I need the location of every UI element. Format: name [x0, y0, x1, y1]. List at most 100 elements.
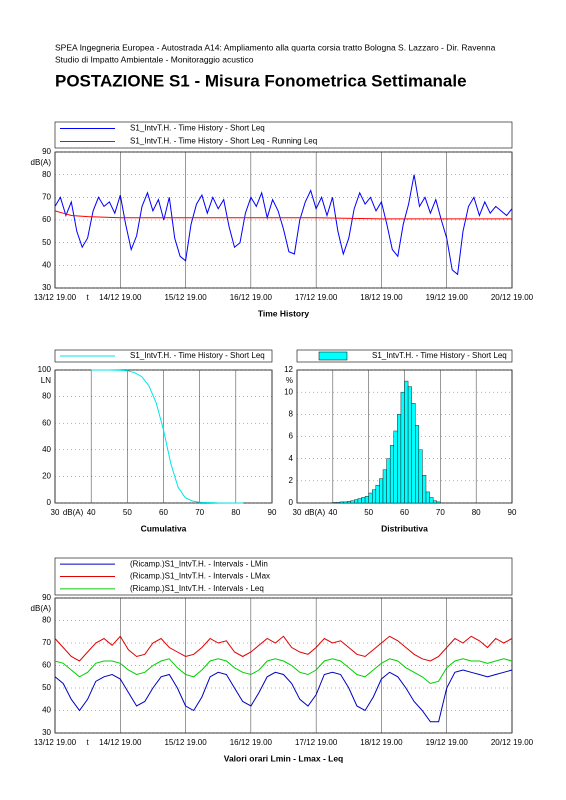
x-tick-label: 16/12 19.00 [230, 738, 273, 747]
x-tick-label: 17/12 19.00 [295, 738, 338, 747]
histogram-bar [382, 469, 387, 504]
legend-label: (Ricamp.)S1_IntvT.H. - Intervals - Leq [130, 584, 264, 593]
histogram-bar [379, 478, 384, 504]
x-tick-label: 17/12 19.00 [295, 293, 338, 302]
x-tick-label: 40 [328, 508, 337, 517]
x-tick-label: 90 [508, 508, 517, 517]
x-tick-label: 18/12 19.00 [360, 293, 403, 302]
legend-label: S1_IntvT.H. - Time History - Short Leq [372, 351, 507, 360]
histogram-bar [350, 500, 355, 504]
page-title: POSTAZIONE S1 - Misura Fonometrica Setti… [55, 71, 467, 90]
histogram-bar [422, 475, 427, 504]
y-tick-label: 30 [42, 728, 51, 737]
x-axis-unit: dB(A) [305, 508, 326, 517]
legend-swatch [318, 351, 348, 361]
y-tick-label: 80 [42, 170, 51, 179]
header-line: Studio di Impatto Ambientale - Monitorag… [55, 54, 254, 64]
legend-label: S1_IntvT.H. - Time History - Short Leq [130, 124, 265, 133]
header-line: SPEA Ingegneria Europea - Autostrada A14… [55, 42, 496, 52]
legend-box [296, 349, 513, 363]
y-tick-label: 60 [42, 418, 51, 427]
x-axis-title: Distributiva [381, 523, 428, 533]
histogram-bar [397, 414, 402, 504]
legend-box [54, 349, 273, 363]
y-tick-label: 40 [42, 445, 51, 454]
x-tick-label: 50 [123, 508, 132, 517]
histogram-bar [368, 492, 373, 504]
x-axis-unit: t [87, 293, 90, 302]
legend-box [54, 121, 513, 149]
legend-label: S1_IntvT.H. - Time History - Short Leq [130, 351, 265, 360]
x-tick-label: 15/12 19.00 [164, 738, 207, 747]
series-line [54, 174, 513, 276]
y-tick-label: 0 [289, 498, 294, 507]
histogram-bar [425, 491, 430, 504]
histogram-bar [336, 502, 341, 504]
x-axis-title: Time History [258, 308, 310, 318]
histogram-bar [418, 449, 423, 504]
x-tick-label: 15/12 19.00 [164, 293, 207, 302]
histogram-bar [404, 380, 409, 504]
x-tick-label: 18/12 19.00 [360, 738, 403, 747]
histogram-bar [407, 386, 412, 504]
x-tick-label: 80 [231, 508, 240, 517]
x-tick-label: 13/12 19.00 [34, 738, 77, 747]
legend-label: S1_IntvT.H. - Time History - Short Leq -… [130, 137, 317, 146]
x-tick-label: 60 [159, 508, 168, 517]
x-tick-label: 40 [87, 508, 96, 517]
histogram-bar [361, 497, 366, 504]
x-tick-label: 50 [364, 508, 373, 517]
x-axis-unit: dB(A) [63, 508, 84, 517]
histogram-bar [432, 500, 437, 504]
x-tick-label: 30 [293, 508, 302, 517]
y-tick-label: 70 [42, 192, 51, 201]
x-tick-label: 60 [400, 508, 409, 517]
y-tick-label: 90 [42, 147, 51, 156]
x-tick-label: 90 [268, 508, 277, 517]
histogram-bar [364, 496, 369, 504]
x-axis-unit: t [87, 738, 90, 747]
x-axis-title: Cumulativa [141, 523, 187, 533]
x-axis-title: Valori orari Lmin - Lmax - Leq [224, 753, 344, 763]
histogram-bar [346, 501, 351, 504]
y-tick-label: 60 [42, 661, 51, 670]
y-tick-label: 80 [42, 392, 51, 401]
histogram-bar [372, 489, 377, 504]
y-tick-label: 40 [42, 706, 51, 715]
histogram-bar [357, 498, 362, 504]
series-line [91, 369, 244, 504]
histogram-bar [429, 497, 434, 504]
legend-label: (Ricamp.)S1_IntvT.H. - Intervals - LMin [130, 559, 268, 568]
series-line [54, 658, 513, 685]
histogram-bar [411, 403, 416, 504]
x-tick-label: 30 [51, 508, 60, 517]
y-tick-label: 50 [42, 238, 51, 247]
y-tick-label: 70 [42, 638, 51, 647]
y-tick-label: 20 [42, 472, 51, 481]
y-tick-label: 10 [284, 387, 293, 396]
y-tick-label: 12 [284, 365, 293, 374]
histogram-bar [375, 485, 380, 504]
y-tick-label: 100 [38, 365, 52, 374]
histogram-bar [389, 445, 394, 504]
histogram-bar [339, 501, 344, 504]
histogram-bar [332, 502, 337, 504]
x-tick-label: 13/12 19.00 [34, 293, 77, 302]
histogram-bar [343, 501, 348, 504]
y-axis-unit: % [286, 376, 293, 385]
series-line [54, 669, 513, 723]
histogram-bar [386, 458, 391, 504]
y-axis-unit: LN [41, 376, 51, 385]
x-tick-label: 80 [472, 508, 481, 517]
x-tick-label: 70 [195, 508, 204, 517]
x-tick-label: 14/12 19.00 [99, 738, 142, 747]
histogram-bar [415, 425, 420, 504]
x-tick-label: 19/12 19.00 [426, 293, 469, 302]
histogram-bar [436, 501, 441, 504]
x-tick-label: 19/12 19.00 [426, 738, 469, 747]
series-line [54, 635, 513, 662]
legend-label: (Ricamp.)S1_IntvT.H. - Intervals - LMax [130, 572, 270, 581]
histogram-bar [400, 391, 405, 504]
